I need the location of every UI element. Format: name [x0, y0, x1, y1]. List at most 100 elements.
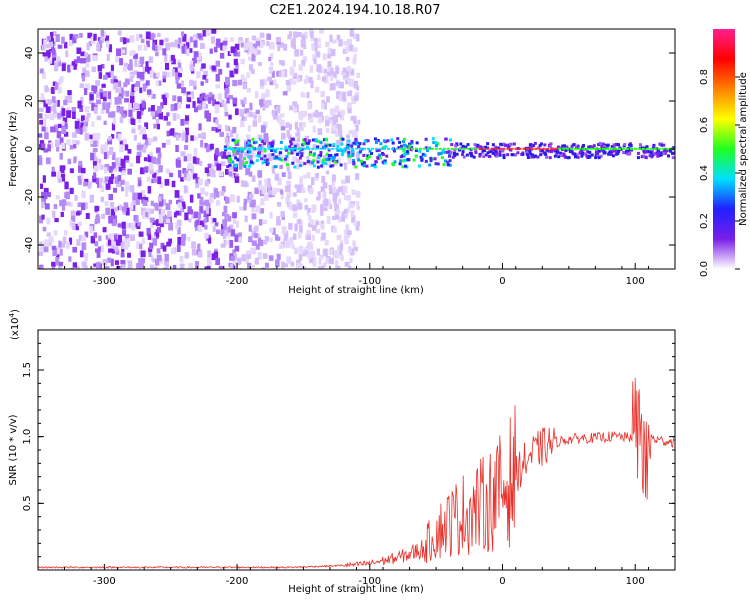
spectrogram-cell: [259, 99, 264, 106]
spectrogram-cell: [299, 122, 304, 128]
spectrogram-cell: [120, 158, 126, 167]
spectrogram-cell: [373, 165, 377, 169]
spectrogram-cell: [378, 153, 382, 157]
spectrogram-cell: [118, 235, 122, 243]
spectrogram-cell: [611, 154, 615, 158]
spectrogram-cell: [270, 148, 274, 152]
spectrogram-cell: [228, 114, 232, 120]
spectrogram-cell: [297, 74, 303, 82]
spectrogram-cell: [139, 34, 143, 39]
spectrogram-cell: [301, 38, 306, 43]
spectrogram-cell: [229, 224, 234, 231]
spectrogram-cell: [158, 209, 163, 216]
spectrogram-cell: [276, 236, 281, 241]
spectrogram-cell: [543, 143, 547, 147]
spectrogram-cell: [127, 260, 133, 269]
spectrogram-cell: [119, 58, 124, 66]
spectrogram-cell: [90, 235, 96, 244]
spectrogram-cell: [370, 151, 374, 155]
spectrogram-cell: [105, 183, 111, 190]
spectrogram-cell: [149, 166, 154, 175]
spectrogram-ridge-cell: [271, 147, 275, 150]
spectrogram-cell: [240, 119, 245, 128]
spectrogram-cell: [44, 126, 49, 133]
spectrogram-cell: [343, 185, 348, 194]
spectrogram-cell: [627, 149, 631, 153]
spectrogram-cell: [289, 140, 293, 144]
spectrogram-cell: [576, 146, 580, 150]
spectrogram-ridge-cell: [371, 147, 375, 150]
spectrogram-cell: [200, 196, 204, 205]
spectrogram-cell: [325, 115, 329, 120]
spectrogram-cell: [609, 152, 613, 156]
spectrogram-cell: [229, 159, 233, 163]
spectrogram-cell: [149, 208, 154, 214]
spectrogram-ridge-cell: [554, 147, 558, 150]
spectrogram-cell: [666, 148, 670, 152]
spectrogram-cell: [420, 158, 424, 162]
spectrogram-cell: [180, 119, 185, 126]
spectrogram-ridge-cell: [454, 147, 458, 150]
spectrogram-cell: [600, 148, 604, 152]
spectrogram-cell: [357, 158, 361, 162]
spectrogram-cell: [307, 141, 311, 145]
spectrogram-cell: [606, 143, 610, 147]
spectrogram-cell: [214, 153, 218, 161]
spectrogram-cell: [368, 149, 372, 153]
spectrogram-cell: [210, 36, 216, 44]
spectrogram-cell: [254, 187, 259, 195]
spectrogram-cell: [107, 139, 113, 145]
spectrogram-cell: [98, 72, 103, 79]
spectrogram-cell: [184, 144, 189, 150]
spectrogram-cell: [202, 74, 207, 80]
spectrogram-cell: [373, 137, 377, 141]
spectrogram-cell: [220, 42, 225, 51]
spectrogram-cell: [345, 78, 350, 85]
spectrogram-cell: [644, 156, 648, 160]
spectrogram-ridge-cell: [566, 147, 570, 150]
spectrogram-cell: [327, 61, 332, 67]
spectrogram-cell: [289, 31, 293, 38]
spectrogram-cell: [152, 39, 158, 46]
spectrogram-cell: [157, 203, 163, 211]
spectrogram-cell: [597, 149, 601, 153]
spectrogram-cell: [279, 152, 283, 159]
spectrogram-cell: [181, 204, 186, 209]
spectrogram-cell: [300, 153, 304, 157]
spectrogram-cell: [406, 145, 410, 149]
spectrogram-cell: [280, 158, 284, 162]
spectrogram-cell: [417, 164, 421, 168]
spectrogram-cell: [323, 74, 329, 80]
spectrogram-cell: [333, 200, 337, 205]
spectrogram-cell: [446, 160, 450, 164]
spectrogram-cell: [101, 213, 106, 219]
spectrogram-cell: [307, 139, 311, 143]
spectrogram-cell: [227, 215, 232, 222]
spectrogram-ridge-cell: [562, 147, 566, 150]
spectrogram-cell: [302, 266, 306, 269]
spectrogram-cell: [172, 264, 177, 269]
spectrogram-cell: [206, 265, 211, 269]
spectrogram-cell: [219, 52, 225, 59]
spectrogram-cell: [228, 154, 232, 158]
spectrogram-cell: [314, 86, 320, 93]
spectrogram-cell: [259, 79, 265, 86]
spectrogram-cell: [291, 161, 295, 165]
spectrogram-cell: [254, 225, 259, 232]
spectrogram-cell: [100, 185, 105, 193]
spectrogram-cell: [311, 234, 315, 241]
spectrogram-cell: [156, 255, 162, 262]
spectrogram-cell: [602, 151, 606, 155]
spectrogram-cell: [113, 167, 118, 172]
spectrogram-cell: [207, 237, 212, 244]
spectrogram-cell: [308, 243, 314, 251]
spectrogram-cell: [273, 149, 277, 153]
spectrogram-cell: [441, 149, 445, 153]
spectrogram-cell: [320, 186, 325, 192]
spectrogram-cell: [644, 150, 648, 154]
spectrogram-cell: [72, 132, 77, 138]
spectrogram-cell: [121, 179, 125, 185]
spectrogram-cell: [323, 101, 327, 110]
spectrogram-ridge-cell: [653, 147, 657, 150]
spectrogram-cell: [142, 147, 147, 153]
